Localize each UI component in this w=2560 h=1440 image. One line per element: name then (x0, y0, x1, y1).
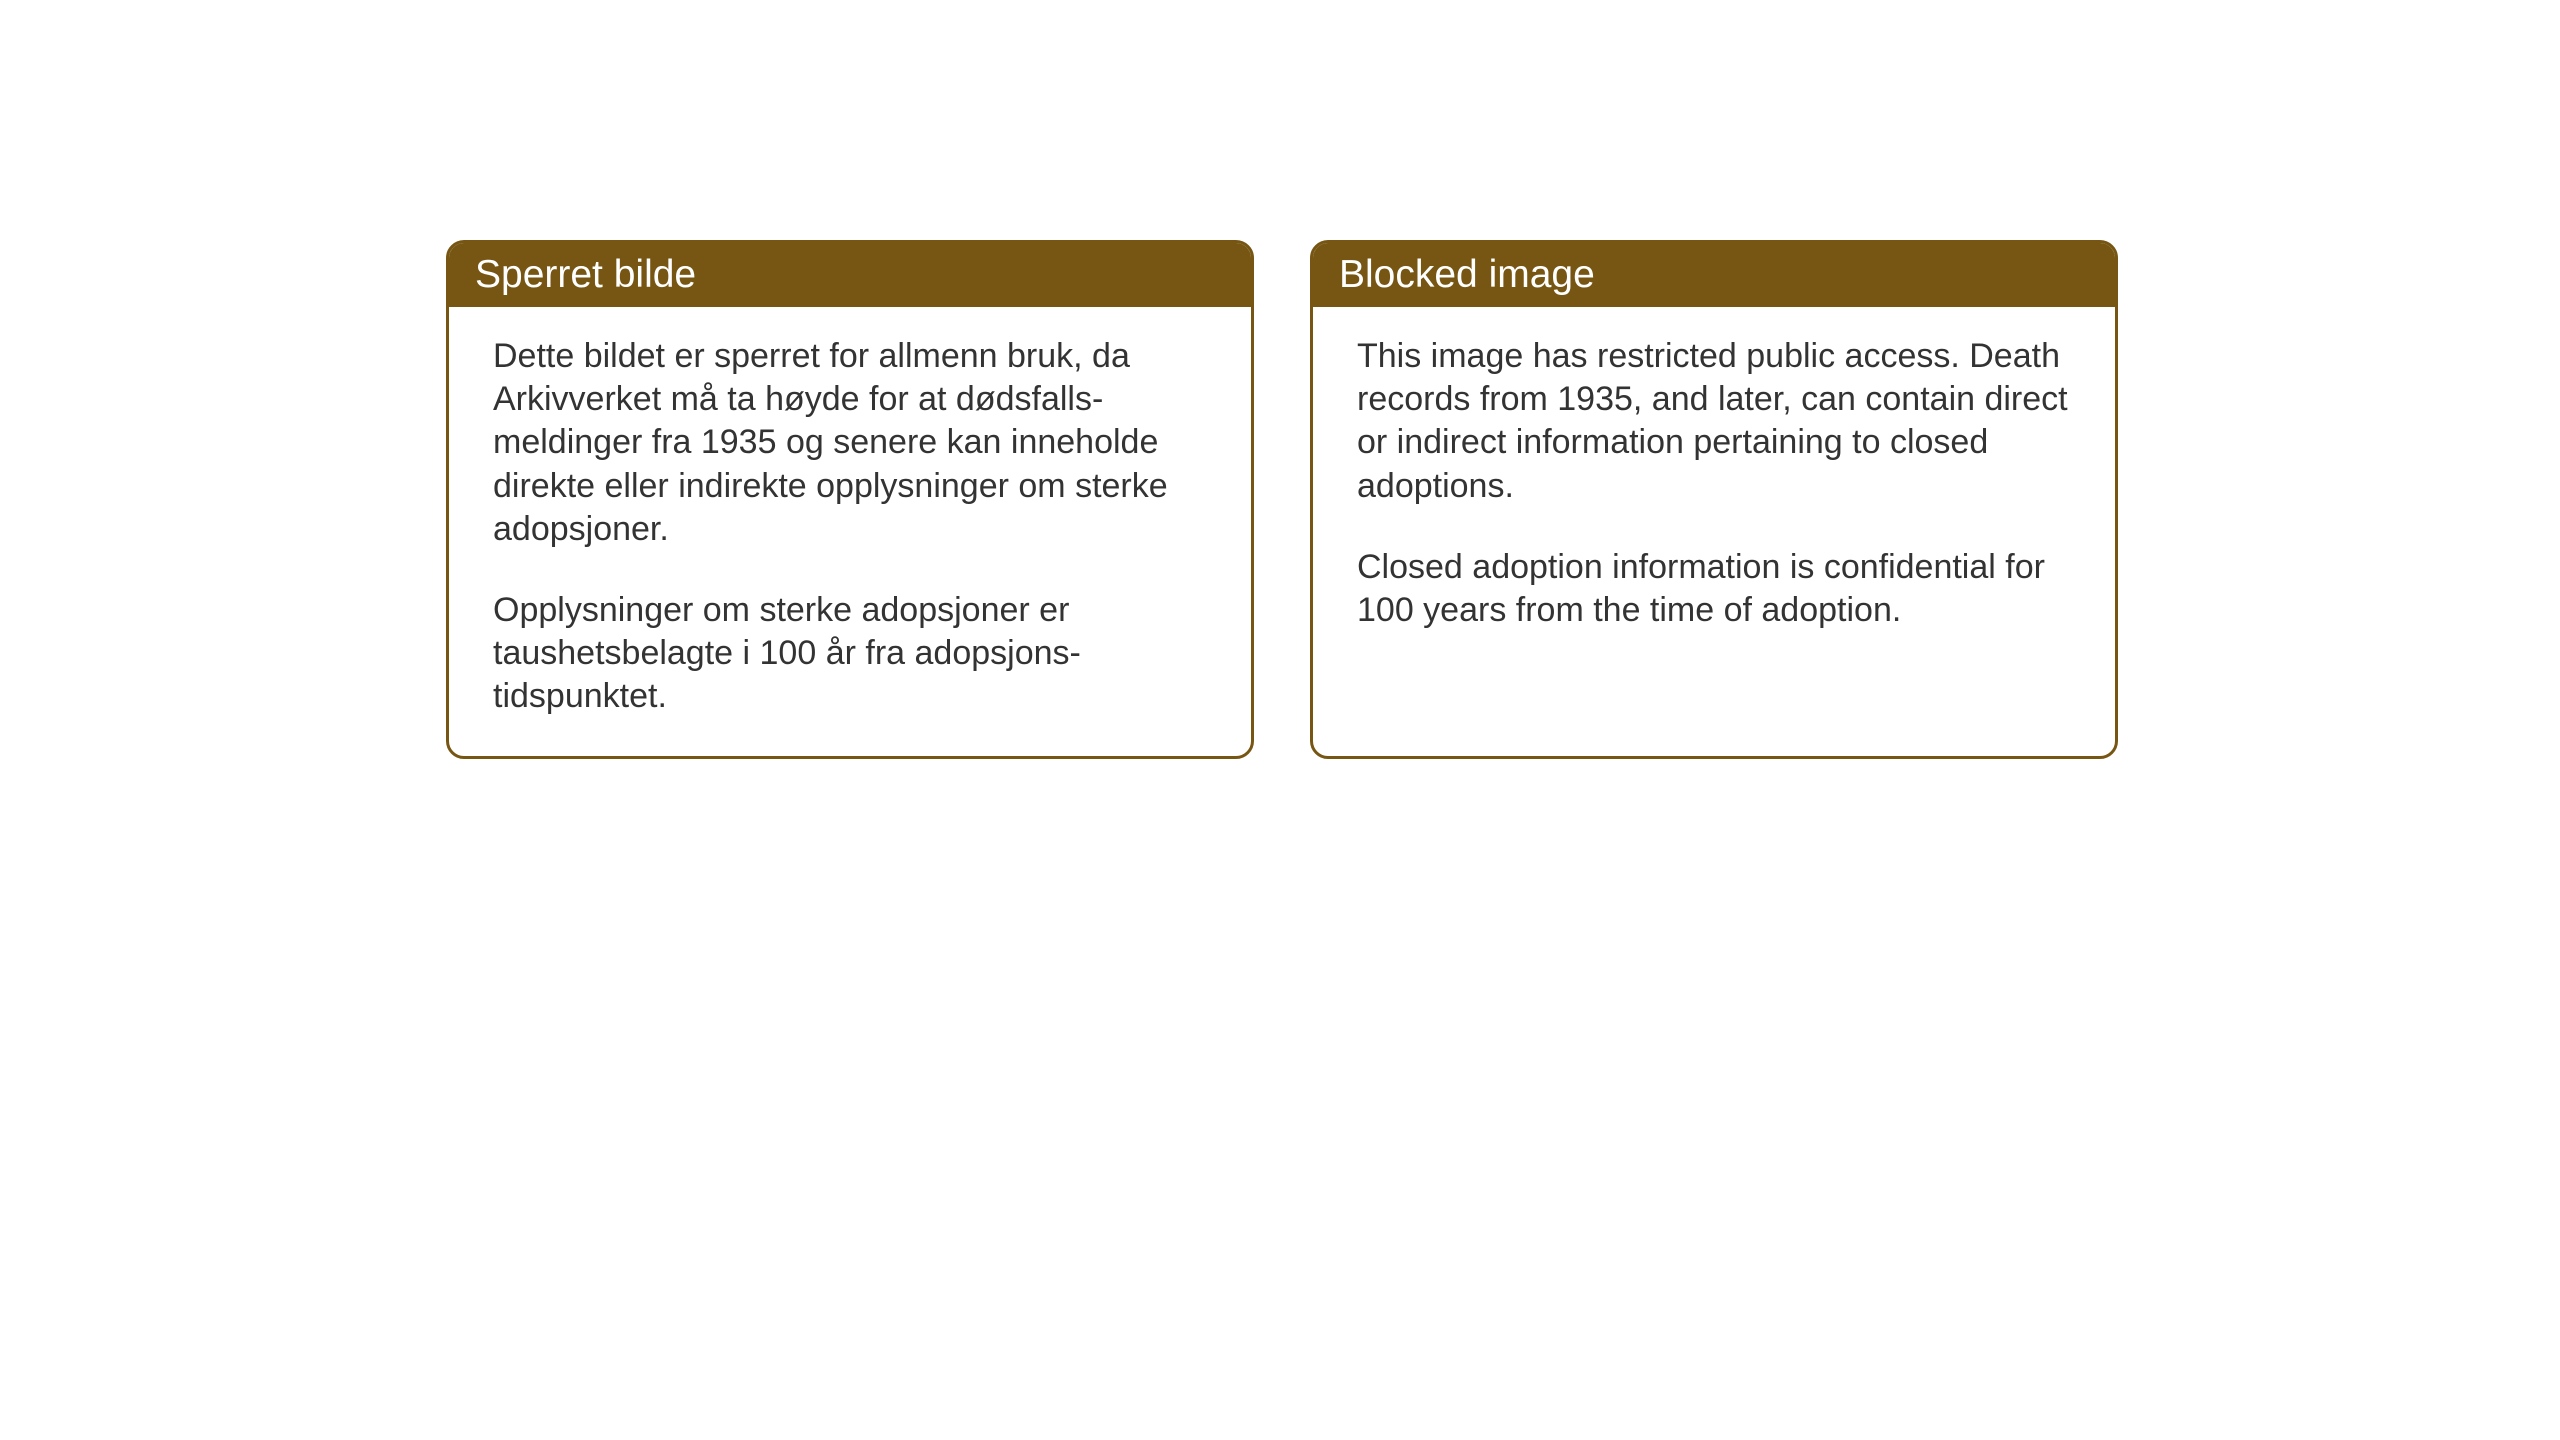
english-paragraph-1: This image has restricted public access.… (1357, 335, 2071, 508)
norwegian-card-title: Sperret bilde (449, 243, 1251, 307)
norwegian-paragraph-2: Opplysninger om sterke adopsjoner er tau… (493, 589, 1207, 719)
english-notice-card: Blocked image This image has restricted … (1310, 240, 2118, 759)
norwegian-card-body: Dette bildet er sperret for allmenn bruk… (449, 307, 1251, 756)
norwegian-paragraph-1: Dette bildet er sperret for allmenn bruk… (493, 335, 1207, 551)
norwegian-notice-card: Sperret bilde Dette bildet er sperret fo… (446, 240, 1254, 759)
english-paragraph-2: Closed adoption information is confident… (1357, 546, 2071, 632)
notice-container: Sperret bilde Dette bildet er sperret fo… (446, 240, 2118, 759)
english-card-body: This image has restricted public access.… (1313, 307, 2115, 670)
english-card-title: Blocked image (1313, 243, 2115, 307)
